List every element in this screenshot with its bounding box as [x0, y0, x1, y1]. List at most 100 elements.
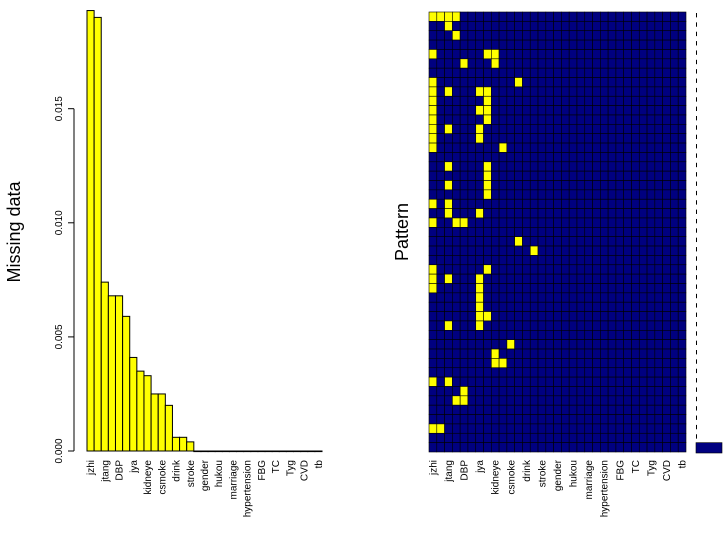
- cell-observed: [600, 264, 609, 275]
- cell-observed: [553, 58, 562, 69]
- cell-observed: [662, 11, 671, 22]
- cell-observed: [623, 423, 632, 434]
- pattern-frequency-bar: [696, 87, 697, 93]
- cell-observed: [436, 77, 445, 88]
- cell-observed: [522, 376, 531, 387]
- cell-observed: [490, 133, 500, 144]
- cell-observed: [514, 208, 523, 219]
- cell-missing: [428, 133, 438, 144]
- cell-observed: [607, 432, 617, 443]
- cell-observed: [553, 339, 562, 350]
- cell-observed: [677, 152, 687, 163]
- cell-observed: [514, 386, 523, 397]
- cell-observed: [662, 227, 671, 237]
- cell-observed: [514, 86, 523, 97]
- missing-bar-stroke: [186, 441, 195, 452]
- cell-observed: [561, 255, 570, 266]
- cell-observed: [444, 395, 453, 406]
- cell-observed: [615, 58, 624, 69]
- cell-observed: [592, 170, 601, 181]
- cell-observed: [561, 358, 570, 369]
- cell-observed: [623, 245, 632, 256]
- cell-observed: [576, 255, 586, 266]
- cell-missing: [444, 376, 453, 387]
- cell-observed: [623, 152, 632, 163]
- cell-observed: [428, 386, 438, 397]
- cell-observed: [561, 423, 570, 434]
- cell-observed: [553, 423, 562, 434]
- cell-observed: [452, 432, 461, 443]
- cell-observed: [452, 264, 461, 275]
- cell-observed: [475, 227, 484, 237]
- cell-observed: [670, 170, 679, 181]
- cell-observed: [444, 255, 453, 266]
- cell-observed: [615, 255, 624, 266]
- cell-observed: [677, 358, 687, 369]
- cell-observed: [592, 255, 601, 266]
- cell-observed: [545, 404, 554, 415]
- cell-observed: [592, 339, 601, 350]
- pattern-frequency-bar: [696, 256, 697, 261]
- cell-observed: [444, 67, 453, 78]
- cell-observed: [428, 245, 438, 256]
- cell-observed: [444, 358, 453, 369]
- cell-observed: [638, 329, 648, 340]
- cell-observed: [600, 311, 609, 322]
- cell-observed: [467, 358, 477, 369]
- cell-observed: [607, 180, 617, 191]
- cell-observed: [654, 39, 663, 50]
- cell-observed: [561, 404, 570, 415]
- bar-label-jya: jya: [129, 460, 140, 474]
- cell-observed: [467, 376, 477, 387]
- cell-observed: [662, 311, 671, 322]
- cell-observed: [498, 21, 508, 32]
- cell-observed: [584, 39, 593, 50]
- cell-observed: [662, 152, 671, 163]
- cell-observed: [677, 67, 687, 78]
- pattern-frequency-bars: [695, 13, 723, 454]
- cell-observed: [576, 245, 586, 256]
- cell-observed: [459, 39, 469, 50]
- cell-observed: [568, 292, 578, 303]
- cell-observed: [623, 198, 632, 209]
- cell-observed: [514, 227, 523, 237]
- cell-observed: [607, 152, 617, 163]
- cell-observed: [529, 283, 539, 294]
- cell-observed: [452, 67, 461, 78]
- cell-observed: [670, 367, 679, 378]
- cell-observed: [459, 376, 469, 387]
- cell-observed: [490, 170, 500, 181]
- cell-observed: [452, 227, 461, 237]
- cell-observed: [452, 105, 461, 116]
- cell-observed: [654, 208, 663, 219]
- cell-observed: [522, 414, 531, 425]
- cell-missing: [475, 320, 484, 331]
- bar-label-jtang: jtang: [100, 460, 111, 483]
- cell-missing: [498, 142, 508, 153]
- cell-observed: [623, 30, 632, 41]
- cell-observed: [623, 348, 632, 359]
- cell-observed: [506, 86, 515, 97]
- cell-observed: [615, 217, 624, 228]
- cell-observed: [514, 283, 523, 294]
- cell-observed: [467, 329, 477, 340]
- cell-observed: [584, 283, 593, 294]
- cell-observed: [529, 30, 539, 41]
- cell-observed: [584, 30, 593, 41]
- cell-missing: [483, 264, 492, 275]
- cell-observed: [428, 255, 438, 266]
- cell-observed: [545, 67, 554, 78]
- cell-observed: [490, 423, 500, 434]
- cell-observed: [568, 124, 578, 134]
- cell-observed: [561, 39, 570, 50]
- cell-observed: [529, 348, 539, 359]
- cell-observed: [467, 255, 477, 266]
- cell-observed: [452, 255, 461, 266]
- cell-observed: [514, 180, 523, 191]
- cell-observed: [607, 49, 617, 60]
- cell-observed: [498, 386, 508, 397]
- cell-missing: [428, 217, 438, 228]
- cell-missing: [475, 283, 484, 294]
- pattern-frequency-bar: [696, 22, 697, 27]
- cell-observed: [600, 11, 609, 22]
